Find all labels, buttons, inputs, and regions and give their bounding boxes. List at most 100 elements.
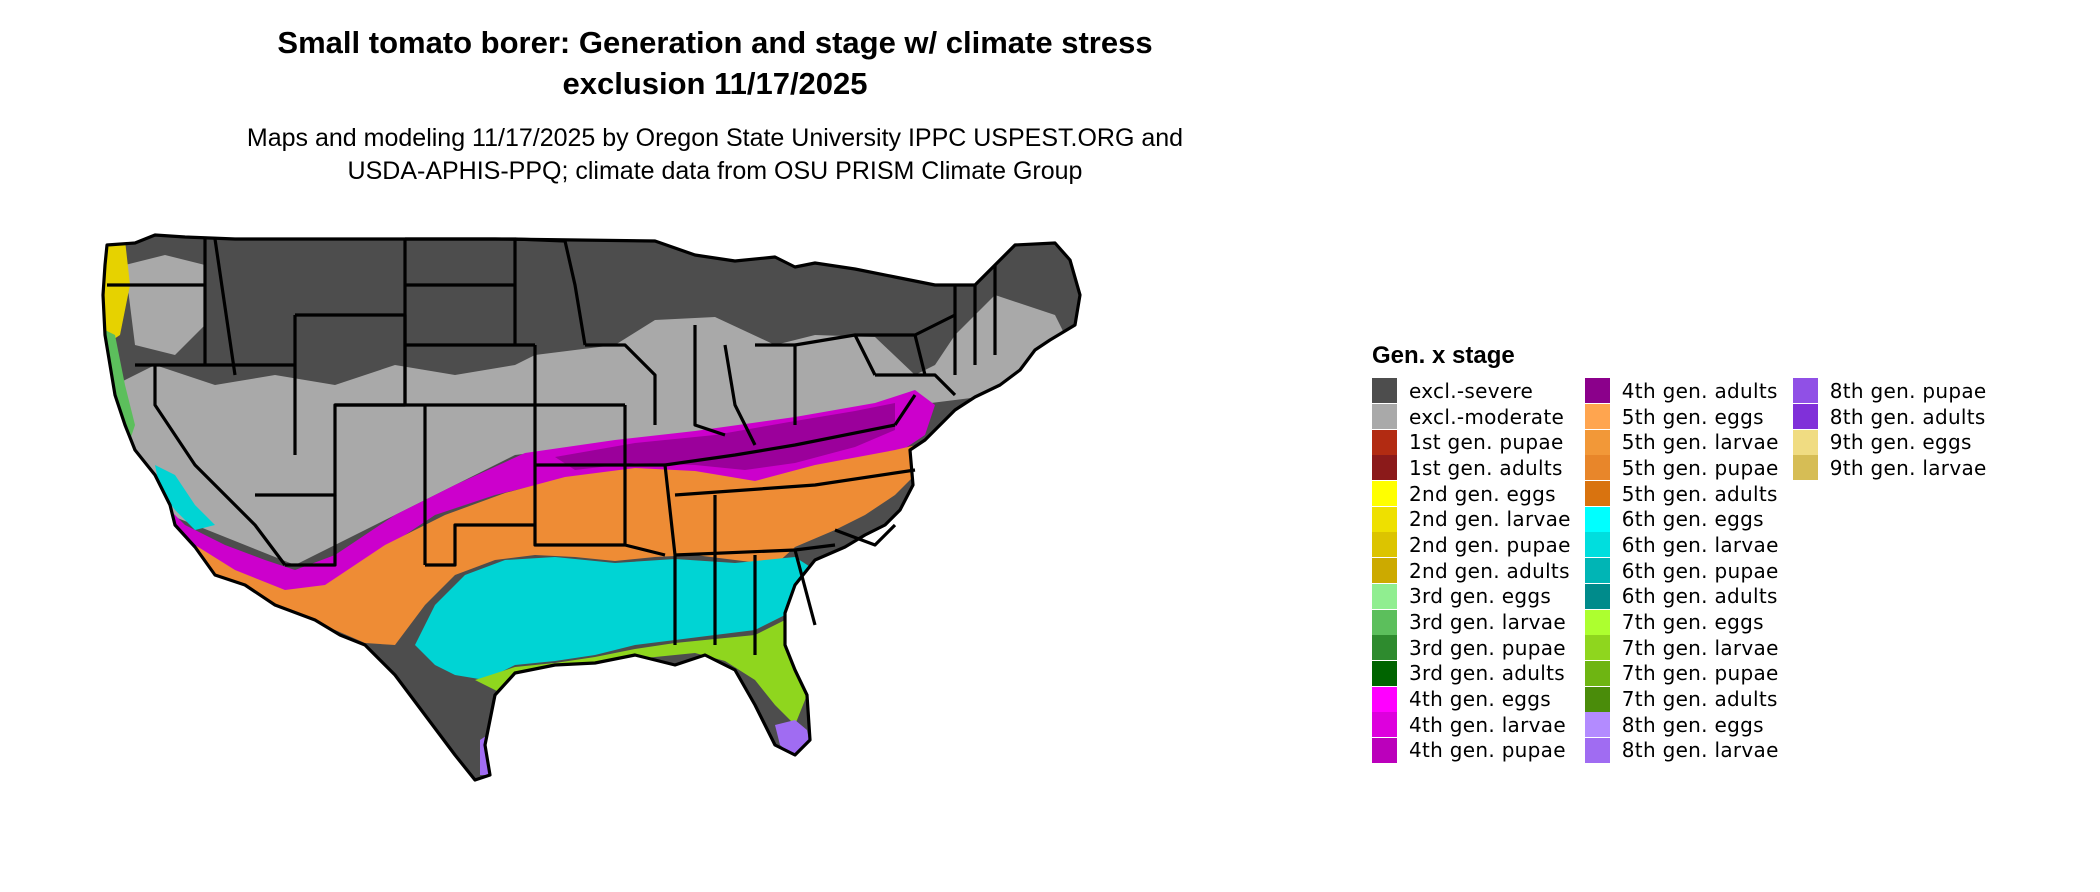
legend-label: 6th gen. eggs <box>1621 507 1764 532</box>
map-legend: Gen. x stage excl.-severe excl.-moderate 1… <box>1372 342 2001 763</box>
legend-item: 9th gen. eggs <box>1792 429 1987 455</box>
legend-item: 3rd gen. eggs <box>1372 583 1571 610</box>
legend-columns: excl.-severe excl.-moderate 1st gen. pupae… <box>1372 378 2001 763</box>
legend-label: 5th gen. larvae <box>1621 430 1779 455</box>
legend-item: excl.-moderate <box>1372 404 1571 430</box>
legend-swatch <box>1584 455 1610 481</box>
legend-label: 7th gen. pupae <box>1621 661 1779 686</box>
map-title-line-1: Small tomato borer: Generation and stage… <box>277 25 1153 60</box>
gen6-west-streaks <box>155 465 215 530</box>
legend-swatch <box>1584 506 1610 532</box>
legend-label: 5th gen. adults <box>1621 481 1778 506</box>
legend-swatch <box>1792 455 1818 481</box>
gen7-band <box>475 620 807 725</box>
legend-item: 5th gen. eggs <box>1584 404 1779 430</box>
legend-swatch <box>1584 660 1610 686</box>
legend-label: 5th gen. pupae <box>1621 455 1779 480</box>
legend-item: 3rd gen. larvae <box>1372 609 1571 635</box>
legend-column: 8th gen. pupae 8th gen. adults 9th gen. eg… <box>1792 378 1987 763</box>
legend-item: 4th gen. adults <box>1584 378 1779 404</box>
legend-label: 3rd gen. adults <box>1409 661 1565 686</box>
legend-item: 5th gen. adults <box>1584 481 1779 507</box>
legend-swatch <box>1372 583 1397 609</box>
legend-swatch <box>1372 429 1397 455</box>
legend-label: excl.-moderate <box>1409 404 1565 429</box>
legend-item: 8th gen. pupae <box>1792 378 1987 404</box>
legend-swatch <box>1584 429 1610 455</box>
legend-item: 4th gen. eggs <box>1372 686 1571 712</box>
legend-item: excl.-severe <box>1372 378 1571 404</box>
legend-item: 4th gen. larvae <box>1372 712 1571 738</box>
map-title-block: Small tomato borer: Generation and stage… <box>150 22 1280 188</box>
legend-swatch <box>1584 558 1610 584</box>
legend-swatch <box>1584 609 1610 635</box>
legend-title: Gen. x stage <box>1372 342 1515 369</box>
legend-item: 8th gen. adults <box>1792 404 1987 430</box>
legend-column: 4th gen. adults 5th gen. eggs 5th gen. lar… <box>1584 378 1779 764</box>
legend-swatch <box>1372 660 1397 686</box>
legend-column: excl.-severe excl.-moderate 1st gen. pupae… <box>1372 378 1571 763</box>
map-title-line-2: exclusion 11/17/2025 <box>562 66 868 101</box>
legend-label: 7th gen. larvae <box>1621 635 1779 660</box>
legend-label: 1st gen. adults <box>1409 455 1563 480</box>
legend-label: 9th gen. larvae <box>1829 455 1987 480</box>
legend-swatch <box>1372 635 1397 661</box>
map-subtitle-line-1: Maps and modeling 11/17/2025 by Oregon S… <box>246 124 1184 152</box>
gen4-dark-band <box>555 403 895 470</box>
legend-swatch <box>1584 635 1610 661</box>
legend-swatch <box>1584 481 1610 507</box>
legend-swatch <box>1372 481 1397 507</box>
legend-label: 5th gen. eggs <box>1621 404 1764 429</box>
legend-swatch <box>1792 429 1818 455</box>
legend-swatch <box>1584 737 1610 763</box>
legend-item: 8th gen. eggs <box>1584 712 1779 738</box>
legend-label: 3rd gen. pupae <box>1409 635 1566 660</box>
legend-item: 1st gen. adults <box>1372 455 1571 481</box>
legend-swatch <box>1584 583 1610 609</box>
legend-swatch <box>1372 532 1397 558</box>
legend-item: 7th gen. adults <box>1584 686 1779 712</box>
legend-label: 8th gen. eggs <box>1621 712 1764 737</box>
legend-swatch <box>1372 455 1397 481</box>
legend-item: 2nd gen. pupae <box>1372 532 1571 558</box>
legend-swatch <box>1372 609 1397 635</box>
legend-label: 4th gen. pupae <box>1409 738 1566 763</box>
legend-swatch <box>1584 404 1610 430</box>
legend-label: 8th gen. pupae <box>1829 378 1987 403</box>
legend-label: 2nd gen. eggs <box>1409 481 1556 506</box>
moderate-exclusion-west <box>125 255 205 355</box>
legend-label: 6th gen. pupae <box>1621 558 1779 583</box>
legend-swatch <box>1372 686 1397 712</box>
legend-item: 8th gen. larvae <box>1584 737 1779 764</box>
legend-item: 3rd gen. pupae <box>1372 635 1571 661</box>
legend-label: 2nd gen. pupae <box>1409 532 1571 557</box>
moderate-exclusion-region <box>103 295 1075 565</box>
legend-swatch <box>1584 378 1610 404</box>
legend-item: 6th gen. adults <box>1584 583 1779 610</box>
legend-swatch <box>1372 558 1397 584</box>
legend-label: 6th gen. larvae <box>1621 532 1779 557</box>
legend-swatch <box>1372 378 1397 404</box>
legend-item: 5th gen. larvae <box>1584 429 1779 455</box>
legend-swatch <box>1792 404 1818 430</box>
legend-item: 7th gen. larvae <box>1584 635 1779 661</box>
legend-item: 4th gen. pupae <box>1372 737 1571 764</box>
legend-label: 7th gen. eggs <box>1621 610 1764 635</box>
legend-label: 4th gen. eggs <box>1409 687 1552 712</box>
legend-item: 2nd gen. eggs <box>1372 481 1571 507</box>
legend-label: 8th gen. larvae <box>1621 738 1779 763</box>
legend-item: 9th gen. larvae <box>1792 455 1987 481</box>
legend-label: 3rd gen. eggs <box>1409 584 1552 609</box>
legend-swatch <box>1372 506 1397 532</box>
legend-label: excl.-severe <box>1409 378 1534 403</box>
legend-label: 2nd gen. larvae <box>1409 507 1571 532</box>
legend-item: 2nd gen. adults <box>1372 558 1571 584</box>
legend-label: 4th gen. larvae <box>1409 712 1566 737</box>
legend-swatch <box>1792 378 1818 404</box>
legend-item: 3rd gen. adults <box>1372 660 1571 687</box>
legend-swatch <box>1372 737 1397 763</box>
gen5-band <box>135 443 925 645</box>
legend-swatch <box>1372 712 1397 738</box>
legend-item: 1st gen. pupae <box>1372 429 1571 455</box>
legend-item: 6th gen. larvae <box>1584 532 1779 558</box>
